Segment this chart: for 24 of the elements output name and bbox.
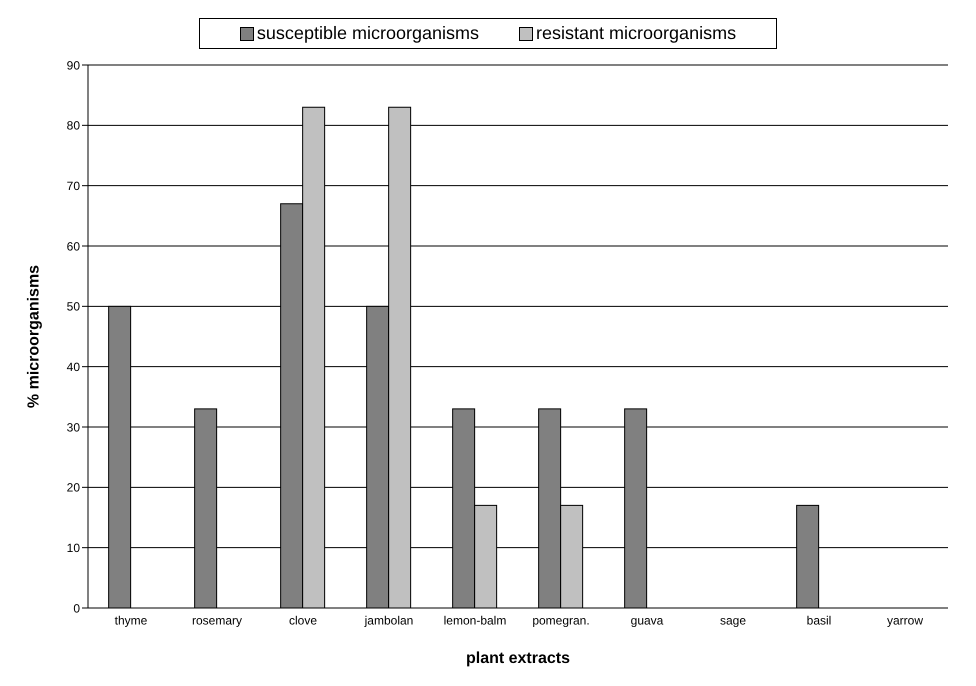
y-tick-label: 20 — [66, 480, 80, 495]
x-tick-label: rosemary — [192, 614, 242, 628]
x-tick-label: jambolan — [364, 614, 414, 628]
x-tick-label: thyme — [114, 614, 148, 628]
y-tick-label: 0 — [73, 601, 80, 616]
x-tick-label: guava — [630, 614, 664, 628]
y-tick-label: 90 — [66, 58, 80, 72]
y-tick-label: 40 — [66, 360, 80, 374]
x-axis-title: plant extracts — [466, 650, 570, 667]
legend-label: resistant microorganisms — [535, 23, 736, 44]
x-tick-label: sage — [720, 614, 746, 628]
y-tick-label: 80 — [66, 118, 80, 133]
y-axis-title: % microorganisms — [26, 264, 43, 408]
x-tick-label: basil — [806, 614, 832, 628]
y-tick-label: 60 — [66, 239, 80, 254]
x-tick-label: yarrow — [886, 614, 924, 628]
y-tick-label: 70 — [66, 178, 80, 193]
x-tick-label: pomegran. — [532, 614, 590, 628]
y-tick-label: 10 — [66, 540, 80, 555]
x-tick-label: lemon-balm — [444, 614, 506, 628]
y-tick-label: 50 — [66, 300, 80, 314]
x-tick-label: clove — [288, 614, 318, 628]
legend-label: susceptible microorganisms — [256, 23, 480, 44]
y-tick-label: 30 — [66, 420, 80, 434]
